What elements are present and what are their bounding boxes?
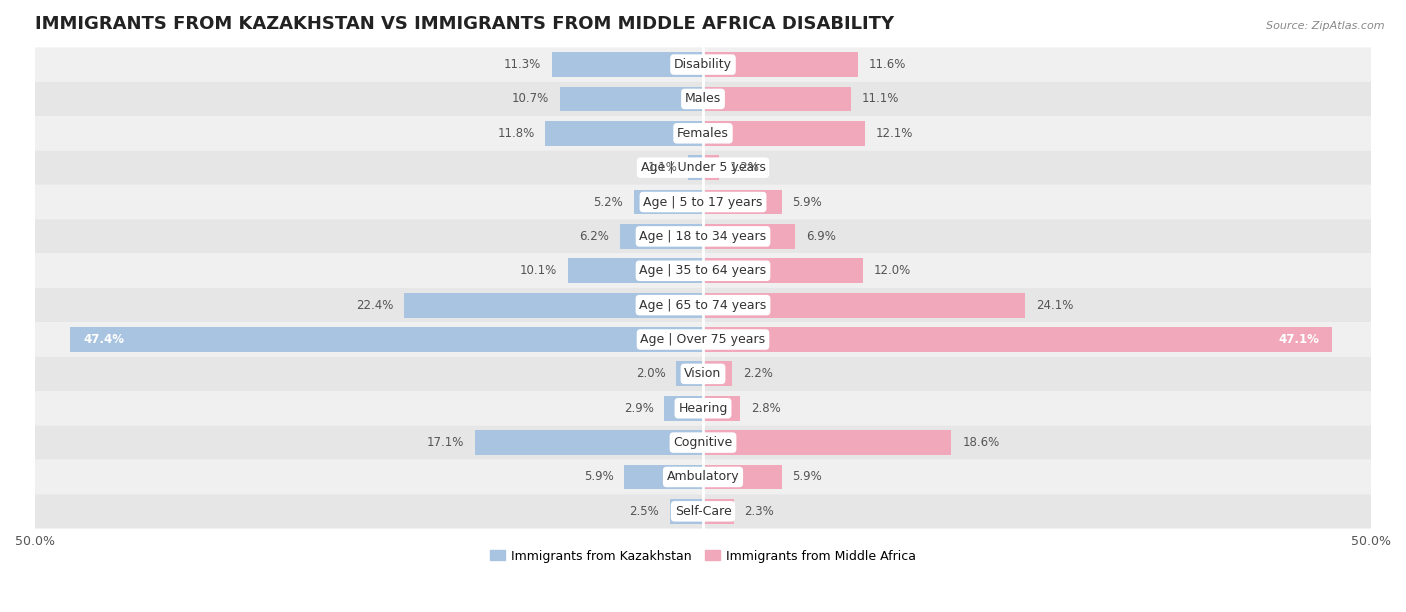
Text: Age | Over 75 years: Age | Over 75 years xyxy=(641,333,765,346)
Text: 10.1%: 10.1% xyxy=(520,264,557,277)
Bar xyxy=(703,327,1333,352)
Bar xyxy=(703,258,863,283)
Bar xyxy=(475,430,703,455)
Text: 11.3%: 11.3% xyxy=(505,58,541,71)
Text: 2.2%: 2.2% xyxy=(744,367,773,381)
Text: Self-Care: Self-Care xyxy=(675,505,731,518)
Text: Age | 35 to 64 years: Age | 35 to 64 years xyxy=(640,264,766,277)
FancyBboxPatch shape xyxy=(35,219,1371,253)
FancyBboxPatch shape xyxy=(35,116,1371,151)
Text: Age | Under 5 years: Age | Under 5 years xyxy=(641,161,765,174)
Bar xyxy=(560,86,703,111)
Bar xyxy=(703,499,734,524)
Text: 47.4%: 47.4% xyxy=(83,333,124,346)
Text: Cognitive: Cognitive xyxy=(673,436,733,449)
Text: Age | 5 to 17 years: Age | 5 to 17 years xyxy=(644,196,762,209)
Text: 2.3%: 2.3% xyxy=(744,505,775,518)
FancyBboxPatch shape xyxy=(35,494,1371,529)
Text: 22.4%: 22.4% xyxy=(356,299,394,312)
Text: 1.2%: 1.2% xyxy=(730,161,759,174)
Text: Ambulatory: Ambulatory xyxy=(666,471,740,483)
Text: Hearing: Hearing xyxy=(678,401,728,415)
Text: 5.9%: 5.9% xyxy=(583,471,613,483)
Bar xyxy=(703,121,865,146)
Text: 11.8%: 11.8% xyxy=(498,127,534,140)
Bar xyxy=(703,52,858,77)
Text: 5.9%: 5.9% xyxy=(793,471,823,483)
Bar xyxy=(634,190,703,214)
Text: 18.6%: 18.6% xyxy=(962,436,1000,449)
Text: 2.9%: 2.9% xyxy=(624,401,654,415)
Text: 11.1%: 11.1% xyxy=(862,92,900,105)
Text: 47.1%: 47.1% xyxy=(1278,333,1319,346)
Text: 2.5%: 2.5% xyxy=(628,505,659,518)
Bar xyxy=(689,155,703,180)
Text: 1.1%: 1.1% xyxy=(648,161,678,174)
Bar xyxy=(703,396,741,420)
Text: 2.8%: 2.8% xyxy=(751,401,780,415)
Bar xyxy=(703,155,718,180)
Bar xyxy=(703,190,782,214)
Text: 10.7%: 10.7% xyxy=(512,92,550,105)
Bar xyxy=(703,86,851,111)
Text: 24.1%: 24.1% xyxy=(1036,299,1073,312)
Bar xyxy=(624,465,703,490)
Text: Males: Males xyxy=(685,92,721,105)
FancyBboxPatch shape xyxy=(35,253,1371,288)
FancyBboxPatch shape xyxy=(35,323,1371,357)
Bar xyxy=(568,258,703,283)
Text: 5.2%: 5.2% xyxy=(593,196,623,209)
Text: Source: ZipAtlas.com: Source: ZipAtlas.com xyxy=(1267,21,1385,31)
Text: IMMIGRANTS FROM KAZAKHSTAN VS IMMIGRANTS FROM MIDDLE AFRICA DISABILITY: IMMIGRANTS FROM KAZAKHSTAN VS IMMIGRANTS… xyxy=(35,15,894,33)
Bar xyxy=(669,499,703,524)
FancyBboxPatch shape xyxy=(35,391,1371,425)
Bar xyxy=(620,224,703,248)
Text: 5.9%: 5.9% xyxy=(793,196,823,209)
FancyBboxPatch shape xyxy=(35,185,1371,219)
Text: Vision: Vision xyxy=(685,367,721,381)
Bar xyxy=(553,52,703,77)
FancyBboxPatch shape xyxy=(35,425,1371,460)
Text: Females: Females xyxy=(678,127,728,140)
FancyBboxPatch shape xyxy=(35,357,1371,391)
Text: 17.1%: 17.1% xyxy=(426,436,464,449)
Bar xyxy=(546,121,703,146)
FancyBboxPatch shape xyxy=(35,460,1371,494)
Text: Disability: Disability xyxy=(673,58,733,71)
Bar xyxy=(404,293,703,318)
Bar xyxy=(703,293,1025,318)
Text: Age | 18 to 34 years: Age | 18 to 34 years xyxy=(640,230,766,243)
Bar xyxy=(703,224,796,248)
Bar xyxy=(703,465,782,490)
Text: 12.1%: 12.1% xyxy=(876,127,912,140)
Text: 6.9%: 6.9% xyxy=(806,230,835,243)
Bar xyxy=(70,327,703,352)
Bar xyxy=(664,396,703,420)
Text: Age | 65 to 74 years: Age | 65 to 74 years xyxy=(640,299,766,312)
Bar xyxy=(676,362,703,386)
Bar xyxy=(703,362,733,386)
FancyBboxPatch shape xyxy=(35,151,1371,185)
FancyBboxPatch shape xyxy=(35,288,1371,323)
Text: 12.0%: 12.0% xyxy=(875,264,911,277)
Text: 11.6%: 11.6% xyxy=(869,58,905,71)
Text: 6.2%: 6.2% xyxy=(579,230,609,243)
Text: 2.0%: 2.0% xyxy=(636,367,665,381)
Bar xyxy=(703,430,952,455)
FancyBboxPatch shape xyxy=(35,82,1371,116)
FancyBboxPatch shape xyxy=(35,47,1371,82)
Legend: Immigrants from Kazakhstan, Immigrants from Middle Africa: Immigrants from Kazakhstan, Immigrants f… xyxy=(485,545,921,567)
